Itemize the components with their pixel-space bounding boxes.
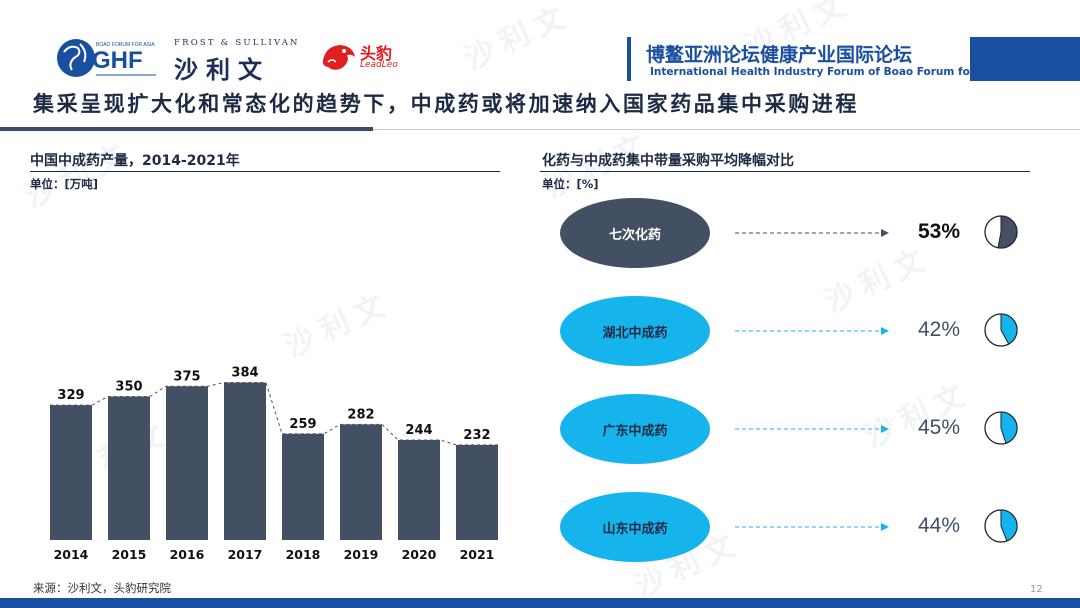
- bar-2016: [166, 386, 208, 540]
- x-tick-label: 2016: [170, 547, 205, 562]
- bar-value-label: 259: [289, 417, 316, 432]
- watermark: 沙利文: [819, 240, 938, 321]
- category-label: 山东中成药: [602, 521, 668, 537]
- price-cut-value: 44%: [918, 514, 961, 537]
- forum-accent-bar: [627, 37, 631, 81]
- leadleo-logo: 头豹 LeadLeo: [320, 40, 410, 76]
- price-cut-value: 45%: [918, 416, 961, 439]
- bar-2020: [398, 439, 440, 540]
- category-oval: 山东中成药: [560, 492, 710, 562]
- bar-2017: [224, 382, 266, 540]
- leopard-icon: [322, 45, 355, 70]
- left-unit: 单位：[万吨]: [30, 177, 99, 191]
- pie-icon: [984, 411, 1018, 445]
- right-unit: 单位：[%]: [542, 177, 599, 191]
- category-label: 七次化药: [608, 227, 661, 243]
- title-rule: [0, 127, 373, 131]
- bar-value-label: 282: [347, 407, 374, 422]
- x-tick-label: 2014: [54, 547, 89, 562]
- bar-value-label: 384: [231, 366, 258, 381]
- page-number: 12: [1030, 584, 1043, 595]
- watermark: 沙利文: [459, 0, 578, 78]
- right-subtitle: 化药与中成药集中带量采购平均降幅对比: [542, 153, 794, 169]
- header-blue-block: [970, 37, 1080, 81]
- frost-sullivan-logo: FROST & SULLIVAN 沙利文: [174, 38, 306, 85]
- arrow-icon: [735, 229, 889, 237]
- watermark: 沙利文: [859, 375, 978, 456]
- x-tick-label: 2018: [286, 547, 321, 562]
- x-tick-label: 2021: [460, 547, 495, 562]
- forum-title-cn: 博鳌亚洲论坛健康产业国际论坛: [646, 44, 913, 66]
- bar-value-label: 244: [405, 423, 432, 438]
- left-subtitle-rule: [30, 171, 500, 172]
- left-subtitle: 中国中成药产量，2014-2021年: [30, 153, 240, 169]
- leadleo-en: LeadLeo: [360, 60, 398, 70]
- category-oval: 广东中成药: [560, 394, 710, 464]
- bar-value-label: 350: [115, 380, 142, 395]
- x-tick-label: 2017: [228, 547, 263, 562]
- bar-2014: [50, 405, 92, 540]
- arrow-icon: [735, 327, 889, 335]
- bar-layer: [50, 382, 498, 540]
- page-title: 集采呈现扩大化和常态化的趋势下，中成药或将加速纳入国家药品集中采购进程: [33, 92, 859, 116]
- arrow-icon: [735, 523, 889, 531]
- arrow-icon: [735, 425, 889, 433]
- category-oval: 七次化药: [560, 198, 710, 268]
- x-tick-label: 2020: [402, 547, 437, 562]
- bar-2015: [108, 396, 150, 540]
- pie-icon: [984, 313, 1018, 347]
- price-cut-value: 53%: [918, 220, 961, 243]
- bar-2018: [282, 433, 324, 540]
- title-rule-thin: [373, 129, 1080, 130]
- category-label: 广东中成药: [602, 423, 668, 439]
- label-layer: 329 350 375 384 259 282 244 232: [57, 366, 490, 443]
- tick-layer: 2014 2015 2016 2017 2018 2019 2020 2021: [54, 547, 495, 562]
- pie-icon: [984, 509, 1018, 543]
- bar-value-label: 232: [463, 428, 490, 443]
- source-note: 来源：沙利文，头豹研究院: [33, 581, 171, 595]
- right-subtitle-rule: [540, 171, 1030, 172]
- x-tick-label: 2019: [344, 547, 379, 562]
- footer-bar: [0, 598, 1080, 608]
- ghf-logo-small: BOAO FORUM FOR ASIA: [96, 42, 155, 48]
- price-cut-value: 42%: [918, 318, 961, 341]
- x-tick-label: 2015: [112, 547, 147, 562]
- category-oval: 湖北中成药: [560, 296, 710, 366]
- forum-title-en: International Health Industry Forum of B…: [650, 66, 1004, 78]
- pie-icon: [984, 215, 1018, 249]
- frost-sullivan-cn: 沙利文: [174, 56, 270, 84]
- leadleo-cn: 头豹: [360, 44, 393, 63]
- trend-line: [50, 382, 498, 446]
- bar-2019: [340, 424, 382, 540]
- bar-value-label: 375: [173, 369, 200, 384]
- ghf-logo: GHF BOAO FORUM FOR ASIA: [56, 34, 166, 84]
- ghf-logo-text: GHF: [92, 47, 143, 74]
- bar-2021: [456, 444, 498, 540]
- category-label: 湖北中成药: [602, 325, 668, 341]
- frost-sullivan-en: FROST & SULLIVAN: [174, 38, 300, 48]
- bar-value-label: 329: [57, 388, 84, 403]
